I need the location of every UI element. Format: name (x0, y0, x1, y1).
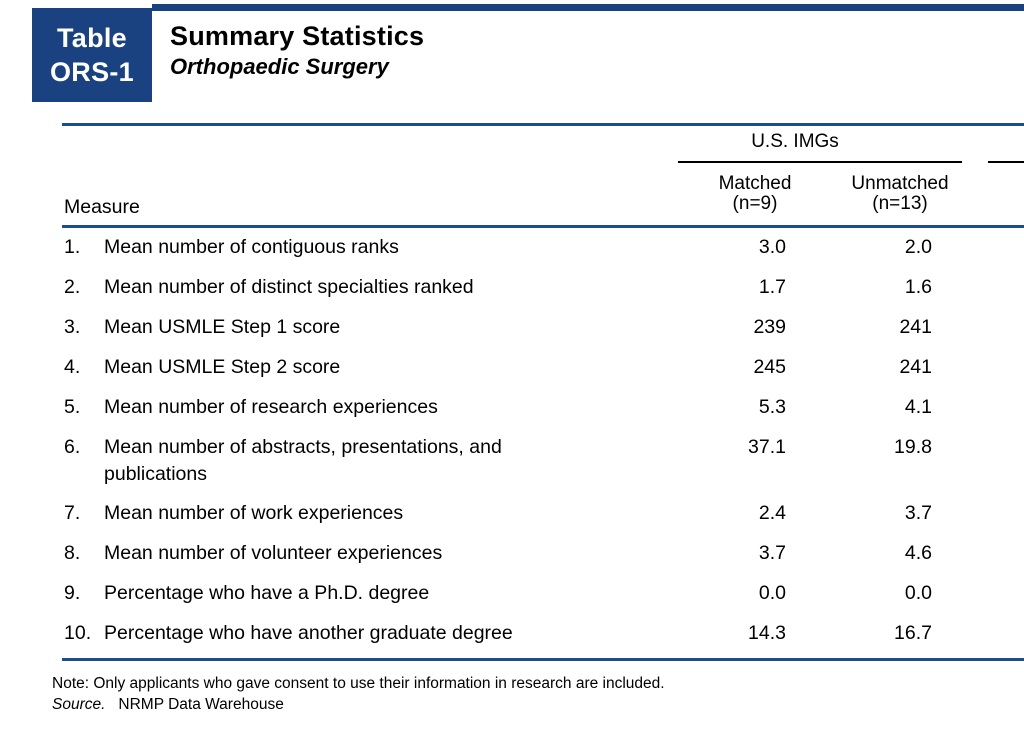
unmatched-value: 19.8 (894, 436, 932, 458)
row-label: Mean number of abstracts, presentations,… (104, 436, 502, 485)
matched-value: 3.7 (758, 542, 786, 564)
row-number: 10. (64, 622, 92, 644)
row-number: 7. (64, 502, 81, 524)
table-row: 5. Mean number of research experiences 5… (62, 388, 1024, 428)
column-header-unmatched: Unmatched (n=13) (815, 174, 985, 214)
matched-value: 5.3 (758, 396, 786, 418)
row-label: Mean number of contiguous ranks (104, 236, 399, 258)
unmatched-value: 3.7 (904, 502, 932, 524)
table-top-rule (62, 123, 1024, 126)
row-label: Mean USMLE Step 1 score (104, 316, 341, 338)
page-title: Summary Statistics (170, 21, 425, 51)
table-id-badge-line1: Table (56, 23, 127, 53)
matched-value: 1.7 (758, 276, 786, 298)
unmatched-value: 4.1 (904, 396, 932, 418)
table-row: 6. Mean number of abstracts, presentatio… (62, 428, 1024, 494)
column-header-matched: Matched (n=9) (670, 174, 840, 214)
measure-column-header: Measure (64, 196, 140, 218)
row-label: Mean USMLE Step 2 score (104, 356, 341, 378)
row-label: Mean number of volunteer experiences (104, 542, 443, 564)
column-header-unmatched-n: (n=13) (872, 193, 928, 214)
table-row: 2. Mean number of distinct specialties r… (62, 268, 1024, 308)
matched-value: 0.0 (758, 582, 786, 604)
row-number: 3. (64, 316, 81, 338)
row-label: Mean number of distinct specialties rank… (104, 276, 474, 298)
unmatched-value: 0.0 (904, 582, 932, 604)
row-number: 9. (64, 582, 81, 604)
matched-value: 37.1 (748, 436, 786, 458)
row-label: Mean number of work experiences (104, 502, 404, 524)
row-number: 4. (64, 356, 81, 378)
unmatched-value: 241 (899, 316, 932, 338)
table-footnotes: Note: Only applicants who gave consent t… (52, 673, 1024, 715)
table-bottom-rule (62, 658, 1024, 661)
row-number: 2. (64, 276, 81, 298)
unmatched-value: 241 (899, 356, 932, 378)
page-subtitle: Orthopaedic Surgery (170, 54, 389, 79)
source-text: NRMP Data Warehouse (118, 696, 284, 713)
header-top-bar (152, 4, 1024, 11)
matched-value: 14.3 (748, 622, 786, 644)
column-header-matched-label: Matched (718, 173, 792, 194)
title-block: Summary Statistics Orthopaedic Surgery (170, 20, 424, 80)
table-header: U.S. IMGs Matched (n=9) Unmatched (n=13)… (62, 123, 1024, 228)
note-text: Note: Only applicants who gave consent t… (52, 675, 665, 692)
row-label: Percentage who have a Ph.D. degree (104, 582, 430, 604)
table-body: 1. Mean number of contiguous ranks 3.0 2… (62, 228, 1024, 658)
table-row: 9. Percentage who have a Ph.D. degree 0.… (62, 574, 1024, 614)
matched-value: 2.4 (758, 502, 786, 524)
column-group-underline (678, 161, 962, 163)
column-group-label: U.S. IMGs (751, 131, 839, 152)
unmatched-value: 16.7 (894, 622, 932, 644)
row-number: 5. (64, 396, 81, 418)
summary-statistics-table: U.S. IMGs Matched (n=9) Unmatched (n=13)… (62, 123, 1024, 661)
report-header: Table ORS-1 Summary Statistics Orthopaed… (0, 0, 1024, 103)
table-row: 7. Mean number of work experiences 2.4 3… (62, 494, 1024, 534)
unmatched-value: 2.0 (904, 236, 932, 258)
row-number: 6. (64, 436, 81, 458)
source-label: Source. (52, 696, 106, 713)
row-number: 8. (64, 542, 81, 564)
row-label: Percentage who have another graduate deg… (104, 622, 513, 644)
table-id-badge: Table ORS-1 (32, 8, 152, 102)
row-number: 1. (64, 236, 81, 258)
column-header-unmatched-label: Unmatched (851, 173, 949, 194)
table-row: 1. Mean number of contiguous ranks 3.0 2… (62, 228, 1024, 268)
table-row: 4. Mean USMLE Step 2 score 245 241 (62, 348, 1024, 388)
unmatched-value: 1.6 (904, 276, 932, 298)
next-group-underline-clipped (988, 161, 1024, 163)
table-row: 3. Mean USMLE Step 1 score 239 241 (62, 308, 1024, 348)
row-label: Mean number of research experiences (104, 396, 438, 418)
header-bottom-rule (62, 225, 1024, 228)
source-line: Source. NRMP Data Warehouse (52, 694, 1024, 715)
matched-value: 3.0 (758, 236, 786, 258)
table-id-badge-line2: ORS-1 (49, 57, 135, 87)
table-row: 8. Mean number of volunteer experiences … (62, 534, 1024, 574)
column-header-matched-n: (n=9) (732, 193, 778, 214)
matched-value: 239 (753, 316, 786, 338)
unmatched-value: 4.6 (904, 542, 932, 564)
table-row: 10. Percentage who have another graduate… (62, 614, 1024, 654)
matched-value: 245 (753, 356, 786, 378)
